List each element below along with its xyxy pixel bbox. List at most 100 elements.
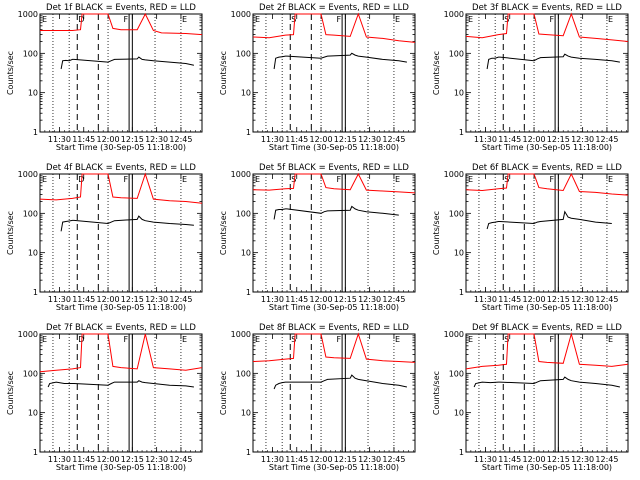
x-axis-label: Start Time (30-Sep-05 11:18:00) [482, 143, 612, 152]
x-tick-label: 12:45 [382, 295, 405, 304]
second-marker-label: F [336, 335, 341, 344]
y-axis-label: Counts/sec [432, 211, 441, 255]
x-tick-label: 12:00 [523, 135, 546, 144]
y-tick-label: 10 [241, 249, 251, 258]
chart-panel-6f: Det 6f BLACK = Events, RED = LLD 1 10 100 10… [432, 163, 629, 312]
x-tick-label: 12:15 [334, 295, 357, 304]
second-marker-label: F [549, 335, 554, 344]
y-tick-label: 1000 [231, 170, 251, 179]
y-tick-label: 1000 [18, 10, 38, 19]
x-tick-label: 12:00 [310, 135, 333, 144]
x-tick-label: 12:15 [547, 135, 570, 144]
first-marker-label: S [291, 175, 296, 184]
second-marker-label: F [549, 15, 554, 24]
series-line-lld [252, 332, 416, 363]
x-tick-label: 12:00 [310, 455, 333, 464]
x-axis-label: Start Time (30-Sep-05 11:18:00) [56, 143, 186, 152]
plot-frame [252, 13, 416, 133]
plot-frame [465, 333, 629, 453]
series-line-events [486, 53, 620, 70]
x-tick-label: 12:15 [547, 455, 570, 464]
x-tick-label: 12:45 [382, 455, 405, 464]
chart-title: Det 2f BLACK = Events, RED = LLD [259, 3, 409, 13]
y-tick-label: 100 [449, 369, 464, 378]
x-tick-label: 11:30 [261, 295, 284, 304]
start-marker-label: E [468, 15, 473, 24]
plot-frame [39, 333, 203, 453]
x-tick-label: 11:45 [498, 455, 521, 464]
third-marker-label: E [182, 15, 187, 24]
x-tick-label: 12:45 [169, 135, 192, 144]
third-marker-label: E [608, 15, 613, 24]
y-tick-label: 1000 [18, 170, 38, 179]
chart-panel-3f: Det 3f BLACK = Events, RED = LLD 1 10 100 10… [432, 3, 629, 152]
series-line-lld [40, 12, 203, 36]
series-line-events [273, 374, 408, 390]
first-marker-label: S [504, 175, 509, 184]
x-tick-label: 12:30 [358, 455, 381, 464]
start-marker-label: E [42, 15, 47, 24]
y-tick-label: 1000 [444, 330, 464, 339]
third-marker-label: E [395, 15, 400, 24]
series-line-lld [39, 172, 203, 204]
chart-title: Det 5f BLACK = Events, RED = LLD [259, 163, 409, 173]
x-tick-label: 11:30 [48, 135, 71, 144]
y-tick-label: 10 [241, 89, 251, 98]
y-tick-label: 1000 [18, 330, 38, 339]
x-tick-label: 11:45 [285, 135, 308, 144]
y-axis-label: Counts/sec [219, 51, 228, 95]
x-tick-label: 12:15 [121, 135, 144, 144]
start-marker-label: E [42, 175, 47, 184]
y-tick-label: 1 [33, 288, 38, 297]
chart-title: Det 9f BLACK = Events, RED = LLD [472, 323, 622, 333]
y-axis-label: Counts/sec [6, 51, 15, 95]
chart-panel-7f: Det 7f BLACK = Events, RED = LLD 1 10 100 10… [6, 323, 203, 472]
plot-frame [252, 173, 416, 293]
series-line-events [273, 52, 407, 70]
series-line-events [273, 205, 399, 220]
series-line-events [486, 210, 612, 230]
x-tick-label: 12:00 [523, 455, 546, 464]
y-tick-label: 100 [236, 369, 251, 378]
x-tick-label: 12:15 [334, 135, 357, 144]
start-marker-label: E [255, 175, 260, 184]
y-axis-label: Counts/sec [219, 211, 228, 255]
x-tick-label: 12:45 [169, 455, 192, 464]
x-tick-label: 11:45 [498, 295, 521, 304]
chart-title: Det 8f BLACK = Events, RED = LLD [259, 323, 409, 333]
x-tick-label: 11:45 [498, 135, 521, 144]
x-tick-label: 11:30 [474, 295, 497, 304]
series-line-events [473, 376, 621, 388]
y-axis-label: Counts/sec [432, 51, 441, 95]
third-marker-label: E [608, 335, 613, 344]
start-marker-label: E [42, 335, 47, 344]
y-tick-label: 1000 [444, 10, 464, 19]
y-tick-label: 1000 [231, 10, 251, 19]
second-marker-label: F [123, 15, 128, 24]
y-tick-label: 1 [459, 128, 464, 137]
y-tick-label: 100 [449, 49, 464, 58]
chart-title: Det 6f BLACK = Events, RED = LLD [472, 163, 622, 173]
series-line-lld [252, 12, 416, 43]
series-line-events [47, 380, 194, 388]
y-tick-label: 1 [33, 448, 38, 457]
y-tick-label: 10 [454, 89, 464, 98]
start-marker-label: E [468, 335, 473, 344]
x-tick-label: 12:45 [595, 295, 618, 304]
x-tick-label: 12:00 [97, 455, 120, 464]
start-marker-label: E [468, 175, 473, 184]
y-tick-label: 100 [23, 209, 38, 218]
third-marker-label: E [182, 175, 187, 184]
y-tick-label: 1 [33, 128, 38, 137]
second-marker-label: F [336, 15, 341, 24]
chart-panel-2f: Det 2f BLACK = Events, RED = LLD 1 10 100 10… [219, 3, 416, 152]
x-tick-label: 12:30 [571, 135, 594, 144]
chart-title: Det 1f BLACK = Events, RED = LLD [46, 3, 196, 13]
x-tick-label: 12:30 [571, 295, 594, 304]
series-line-lld [465, 332, 629, 370]
chart-title: Det 7f BLACK = Events, RED = LLD [46, 323, 196, 333]
x-tick-label: 11:45 [285, 295, 308, 304]
x-tick-label: 12:30 [145, 455, 168, 464]
y-tick-label: 1 [246, 128, 251, 137]
y-tick-label: 1 [246, 448, 251, 457]
